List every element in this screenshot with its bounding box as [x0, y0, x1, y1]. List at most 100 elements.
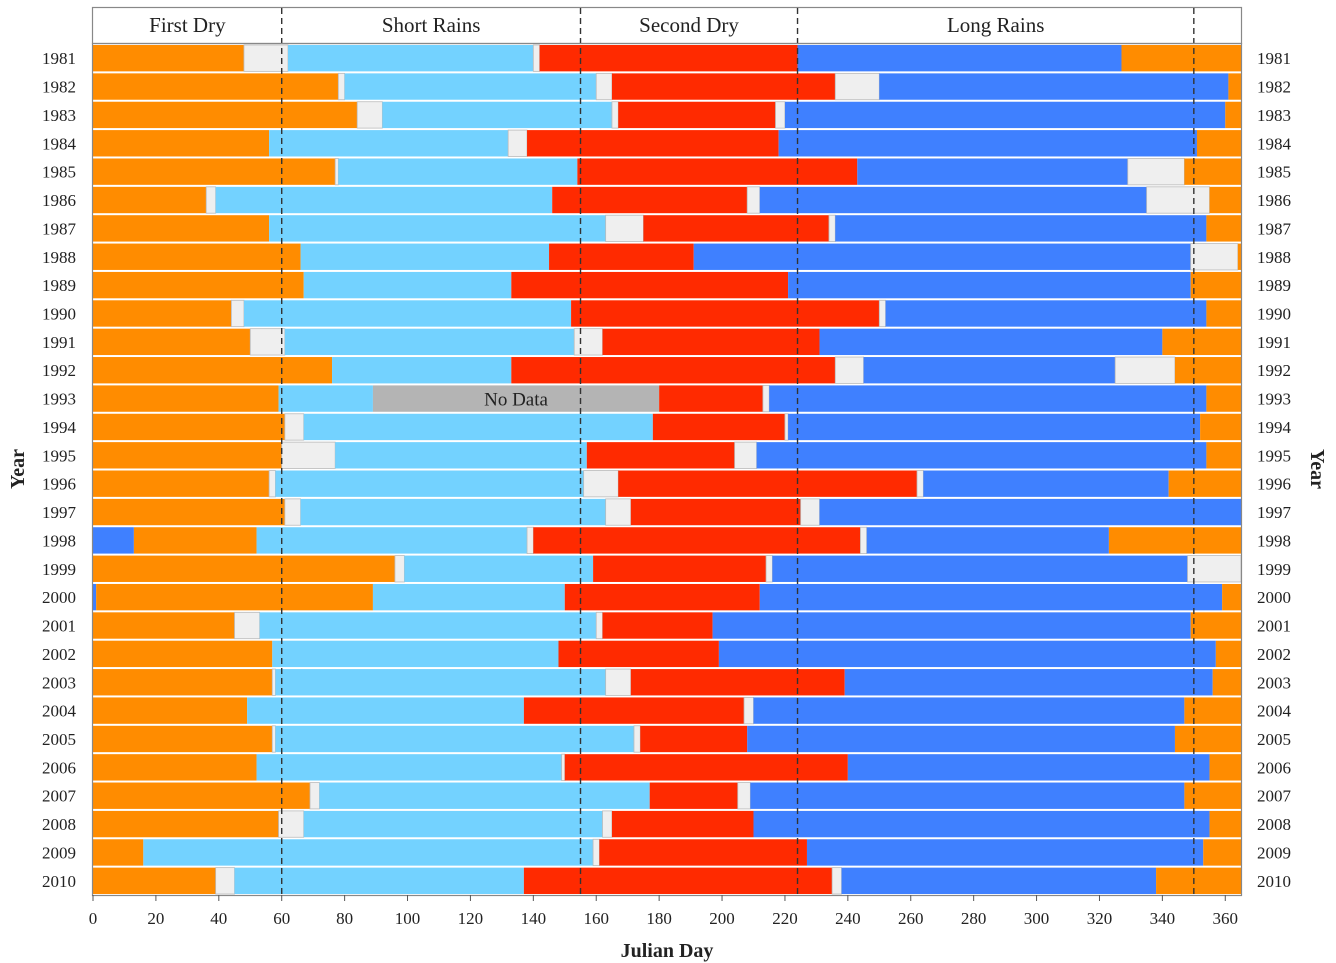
bar-segment-second-dry [586, 442, 735, 469]
bar-segment-gap [309, 782, 320, 810]
bar-segment-dry [93, 385, 279, 412]
bar-segment-dry [93, 612, 235, 639]
bar-segment-gap [746, 186, 761, 214]
bar-segment-second-dry [523, 867, 833, 894]
bar-segment-dry [93, 45, 244, 72]
year-label-right: 1998 [1257, 531, 1291, 550]
year-label-left: 2004 [42, 702, 77, 721]
bar-segment-dry [1174, 725, 1241, 753]
year-label-left: 1991 [42, 333, 76, 352]
bar-segment-second-dry [527, 130, 779, 157]
year-label-right: 1992 [1257, 361, 1291, 380]
year-label-right: 1990 [1257, 304, 1291, 323]
bar-segment-long-rains [759, 583, 1223, 611]
bar-segment-second-dry [552, 186, 748, 214]
year-label-left: 1990 [42, 304, 76, 323]
bar-segment-dry [1206, 442, 1241, 469]
bar-segment-short-rains [272, 640, 559, 668]
bar-segment-second-dry [649, 782, 738, 809]
bar-segment-gap [268, 470, 276, 498]
bar-segment-short-rains [404, 555, 594, 582]
bar-segment-gap [284, 413, 305, 441]
bar-segment-dry [1203, 839, 1241, 866]
bar-segment-long-rains [718, 640, 1216, 668]
year-label-left: 1982 [42, 78, 76, 97]
year-label-left: 1988 [42, 248, 76, 267]
x-tick-label: 20 [147, 909, 164, 928]
bar-segment-dry [93, 697, 248, 724]
year-label-right: 1986 [1257, 191, 1291, 210]
bar-segment-second-dry [643, 215, 829, 242]
bar-segment-gap [592, 838, 600, 867]
bar-segment-short-rains [300, 243, 550, 270]
bar-segment-short-rains [332, 357, 512, 384]
bar-segment-gap [1146, 186, 1210, 214]
bar-segment-long-rains [841, 867, 1157, 894]
bar-segment-long-rains [769, 385, 1207, 412]
bar-segment-short-rains [300, 498, 606, 526]
bar-segment-gap [775, 101, 786, 129]
year-row [93, 725, 1241, 753]
bar-segment-gap [765, 555, 773, 583]
bar-segment-gap [205, 186, 217, 214]
bar-segment-dry [1206, 385, 1241, 412]
plot-frame [91, 42, 1243, 897]
bar-segment-dry [1209, 186, 1241, 214]
bar-segment-short-rains [275, 669, 606, 696]
bar-segment-gap [605, 498, 632, 526]
no-data-label: No Data [484, 390, 548, 411]
bar-segment-long-rains [784, 101, 1226, 129]
bar-segment-dry [93, 357, 333, 384]
bar-segment-dry [93, 669, 273, 696]
year-label-left: 1986 [42, 191, 76, 210]
bar-segment-long-rains [772, 555, 1188, 582]
bar-segment-dry [1206, 215, 1241, 242]
year-row [93, 753, 1241, 781]
bar-segment-dry [133, 527, 257, 554]
bar-segment-long-rains [778, 130, 1197, 157]
bar-segment-short-rains [319, 782, 650, 809]
bar-segment-short-rains [256, 527, 528, 554]
x-tick-label: 240 [835, 909, 861, 928]
bar-segment-dry [93, 555, 395, 582]
year-label-right: 1989 [1257, 276, 1291, 295]
bar-segment-long-rains [712, 612, 1191, 639]
year-label-right: 2003 [1257, 673, 1291, 692]
bar-segment-gap [611, 101, 619, 129]
bar-segment-gap [249, 328, 286, 356]
bar-segment-short-rains [284, 328, 575, 356]
x-tick-label: 300 [1024, 909, 1050, 928]
year-row [93, 867, 1241, 895]
year-label-right: 1995 [1257, 446, 1291, 465]
bar-segment-dry [1196, 130, 1241, 157]
bar-segment-gap [337, 72, 346, 101]
year-label-right: 2004 [1257, 702, 1292, 721]
year-row [93, 611, 1241, 640]
bar-segment-second-dry [593, 555, 767, 582]
season-label: Second Dry [639, 13, 739, 37]
bar-segment-gap [828, 214, 836, 242]
bar-segment-dry [93, 271, 304, 299]
bar-segment-short-rains [372, 583, 565, 611]
bar-segment-gap [800, 498, 820, 526]
bar-segment-long-rains [797, 45, 1122, 72]
bar-segment-dry [93, 186, 207, 214]
bar-segment-dry [93, 782, 311, 809]
bar-segment-dry [1222, 583, 1241, 611]
year-label-left: 1984 [42, 134, 77, 153]
bar-segment-long-rains [93, 527, 134, 554]
bar-segment-dry [93, 101, 358, 129]
x-axis-title: Julian Day [621, 940, 714, 962]
bar-segment-second-dry [652, 413, 785, 441]
year-label-right: 1997 [1257, 503, 1292, 522]
bar-segment-long-rains [93, 583, 97, 611]
bar-segment-short-rains [303, 413, 653, 441]
year-row [93, 271, 1241, 299]
bar-segment-gap [532, 44, 541, 72]
bar-segment-dry [93, 725, 273, 753]
bar-segment-dry [1237, 243, 1241, 270]
bar-segment-second-dry [564, 583, 760, 611]
bar-segment-long-rains [879, 73, 1229, 100]
bar-segment-gap [284, 498, 301, 526]
